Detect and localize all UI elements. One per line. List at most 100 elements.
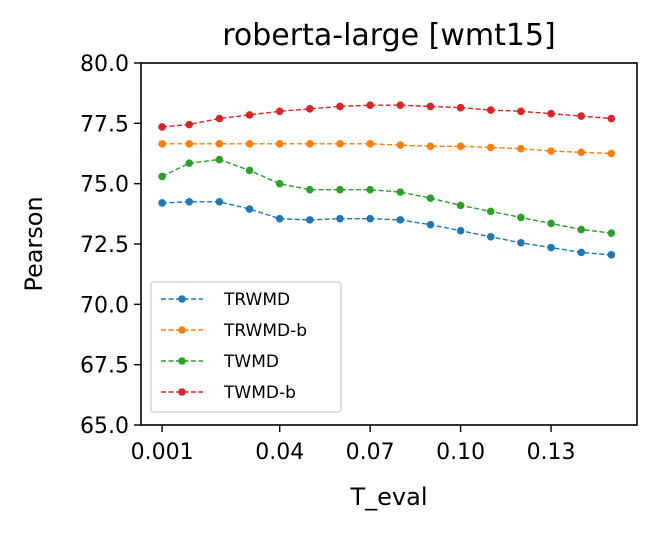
legend-label: TWMD-b (223, 383, 296, 403)
data-point (486, 143, 495, 152)
data-point (517, 238, 525, 247)
data-point (456, 226, 465, 235)
legend-label: TWMD (223, 352, 279, 372)
legend: TRWMD TRWMD-b TWMD TWMD-b (150, 281, 342, 413)
legend-entry: TWMD-b (161, 383, 296, 403)
data-point (275, 107, 284, 116)
x-tick-label: 0.10 (436, 440, 485, 465)
data-point (366, 140, 374, 148)
data-point (158, 140, 166, 148)
y-tick-label: 70.0 (80, 293, 129, 318)
data-point (396, 216, 405, 224)
series-line (161, 158, 612, 234)
data-point (336, 102, 344, 111)
y-tick-label: 80.0 (80, 52, 129, 77)
data-point (215, 140, 224, 148)
data-point (607, 251, 616, 259)
legend-label: TRWMD-b (223, 321, 307, 341)
data-point (336, 140, 344, 148)
data-point (245, 166, 254, 175)
data-point (185, 140, 194, 148)
data-point (245, 111, 254, 119)
data-point (275, 179, 284, 188)
data-point (336, 214, 344, 223)
axes-frame (140, 62, 638, 426)
data-point (426, 102, 435, 111)
data-point (215, 197, 224, 206)
x-tick-label: 0.07 (346, 440, 395, 465)
data-point (486, 232, 495, 241)
data-point (577, 225, 586, 234)
x-tick-label: 0.13 (527, 440, 576, 465)
data-point (517, 213, 525, 222)
data-point (185, 120, 194, 129)
data-point (577, 248, 586, 257)
legend-label: TRWMD (223, 290, 290, 310)
data-point (366, 185, 374, 194)
legend-box (150, 281, 342, 413)
legend-entry: TRWMD-b (161, 321, 307, 341)
data-point (456, 201, 465, 210)
data-point (577, 112, 586, 120)
data-point (306, 185, 314, 194)
y-tick-label: 72.5 (80, 233, 129, 258)
data-point (456, 142, 465, 151)
data-point (517, 107, 525, 116)
legend-entry: TWMD (161, 352, 279, 372)
data-point (396, 101, 405, 110)
chart-title: roberta-large [wmt15] (222, 18, 556, 53)
legend-marker (178, 326, 186, 334)
data-point (306, 105, 314, 113)
series-twmd (158, 155, 616, 237)
data-point (306, 140, 314, 148)
data-point (426, 220, 435, 229)
data-point (607, 114, 616, 123)
series-trwmd-b (158, 140, 616, 158)
data-point (158, 172, 166, 181)
y-tick-label: 77.5 (80, 112, 129, 137)
x-tick-label: 0.04 (255, 440, 304, 465)
y-axis-label: Pearson (20, 196, 48, 291)
data-point (245, 205, 254, 213)
x-axis-label: T_eval (349, 483, 427, 511)
y-tick-label: 65.0 (80, 414, 129, 439)
x-tick-label: 0.001 (131, 440, 194, 465)
data-point (426, 142, 435, 151)
legend-marker (178, 357, 186, 365)
data-point (185, 197, 194, 206)
data-point (158, 123, 166, 131)
data-point (396, 188, 405, 196)
data-point (426, 194, 435, 202)
data-point (486, 106, 495, 114)
data-point (547, 219, 555, 228)
data-point (607, 149, 616, 158)
legend-marker (178, 388, 186, 396)
series-trwmd (158, 197, 616, 259)
data-point (517, 144, 525, 153)
legend-entry: TRWMD (161, 290, 290, 310)
data-point (275, 214, 284, 223)
series-twmd-b (158, 101, 616, 131)
legend-marker (178, 295, 186, 303)
data-point (158, 199, 166, 207)
data-point (366, 214, 374, 223)
data-point (245, 140, 254, 148)
y-tick-label: 75.0 (80, 173, 129, 198)
data-point (215, 155, 224, 164)
y-tick-label: 67.5 (80, 354, 129, 379)
data-point (486, 207, 495, 216)
data-point (306, 216, 314, 224)
series-layer (158, 101, 616, 259)
series-line (162, 143, 612, 155)
data-point (607, 229, 616, 237)
data-point (456, 103, 465, 112)
data-point (185, 159, 194, 167)
series-line (162, 201, 612, 256)
data-point (215, 114, 224, 123)
data-point (577, 148, 586, 157)
data-point (366, 101, 374, 110)
data-point (396, 141, 405, 149)
data-point (275, 140, 284, 148)
